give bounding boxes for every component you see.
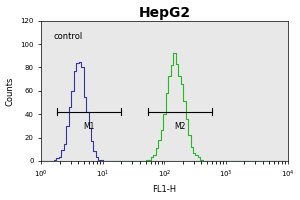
Title: HepG2: HepG2 xyxy=(138,6,190,20)
Y-axis label: Counts: Counts xyxy=(6,76,15,106)
X-axis label: FL1-H: FL1-H xyxy=(152,185,176,194)
Text: control: control xyxy=(54,32,83,41)
Text: M1: M1 xyxy=(83,122,95,131)
Text: M2: M2 xyxy=(175,122,186,131)
